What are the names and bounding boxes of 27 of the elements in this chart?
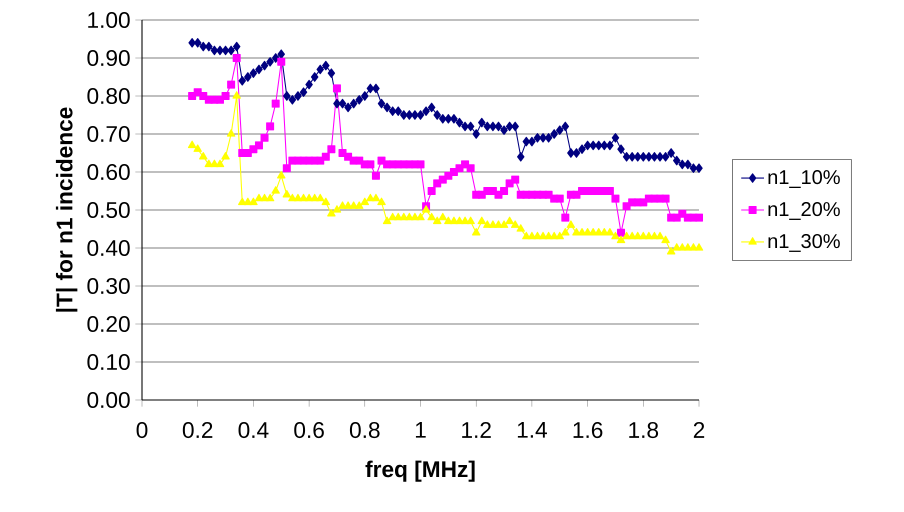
y-tick-label: 1.00 xyxy=(88,12,130,28)
legend-label: n1_10% xyxy=(768,170,840,188)
x-tick-label: 1 xyxy=(416,422,426,438)
y-axis-title: |T| for n1 incidence xyxy=(56,107,78,312)
x-tick-label: 0.8 xyxy=(350,422,380,438)
legend-label: n1_30% xyxy=(768,234,840,252)
y-tick-label: 0.60 xyxy=(87,164,130,180)
y-tick-label: 0.70 xyxy=(87,126,130,142)
x-axis-title: freq [MHz] xyxy=(366,460,475,482)
y-tick-label: 0.10 xyxy=(87,354,130,370)
legend-label: n1_20% xyxy=(768,202,840,220)
x-tick-label: 1.6 xyxy=(574,422,602,438)
y-tick-label: 0.40 xyxy=(87,240,130,256)
y-tick-label: 0.00 xyxy=(87,392,130,408)
x-tick-label: 0.6 xyxy=(294,422,324,438)
y-tick-label: 0.90 xyxy=(87,50,130,66)
x-tick-label: 1.8 xyxy=(629,422,658,438)
x-tick-label: 0.2 xyxy=(182,422,212,438)
x-tick-label: 2 xyxy=(694,422,704,438)
x-tick-label: 1.2 xyxy=(462,422,491,438)
x-tick-label: 0.4 xyxy=(238,422,268,438)
x-tick-label: 1.4 xyxy=(518,422,547,438)
y-tick-label: 0.50 xyxy=(87,202,130,218)
y-tick-label: 0.80 xyxy=(87,88,130,104)
y-tick-label: 0.30 xyxy=(87,278,130,294)
y-tick-label: 0.20 xyxy=(87,316,130,332)
x-tick-label: 0 xyxy=(136,422,148,438)
